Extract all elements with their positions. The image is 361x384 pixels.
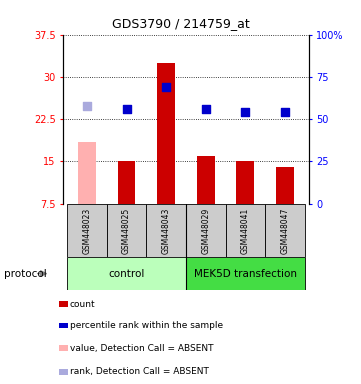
Bar — [58, 346, 68, 351]
Point — [243, 109, 248, 115]
Bar — [157, 63, 175, 204]
Point — [203, 106, 209, 113]
Text: GSM448025: GSM448025 — [122, 207, 131, 253]
Text: count: count — [70, 300, 95, 308]
Bar — [276, 167, 294, 204]
Bar — [67, 257, 186, 290]
Text: GSM448041: GSM448041 — [241, 207, 250, 253]
Bar — [58, 301, 68, 307]
Point — [123, 106, 129, 113]
Bar — [118, 161, 135, 204]
Text: control: control — [108, 268, 145, 279]
Bar — [197, 156, 215, 204]
Text: MEK5D transfection: MEK5D transfection — [194, 268, 297, 279]
Text: GSM448029: GSM448029 — [201, 207, 210, 253]
Bar — [265, 204, 305, 257]
Bar — [226, 204, 265, 257]
Point — [282, 109, 288, 115]
Text: GSM448047: GSM448047 — [280, 207, 290, 253]
Text: protocol: protocol — [4, 268, 46, 279]
Point — [84, 103, 90, 109]
Text: GSM448043: GSM448043 — [162, 207, 171, 253]
Bar — [58, 323, 68, 328]
Bar — [78, 142, 96, 204]
Bar — [146, 204, 186, 257]
Text: GDS3790 / 214759_at: GDS3790 / 214759_at — [112, 17, 249, 30]
Bar — [186, 204, 226, 257]
Bar — [107, 204, 146, 257]
Text: value, Detection Call = ABSENT: value, Detection Call = ABSENT — [70, 344, 213, 353]
Bar — [186, 257, 305, 290]
Point — [163, 84, 169, 90]
Bar — [58, 369, 68, 375]
Text: percentile rank within the sample: percentile rank within the sample — [70, 321, 223, 330]
Text: GSM448023: GSM448023 — [82, 207, 91, 253]
Bar — [67, 204, 107, 257]
Text: rank, Detection Call = ABSENT: rank, Detection Call = ABSENT — [70, 367, 209, 376]
Bar — [236, 161, 254, 204]
